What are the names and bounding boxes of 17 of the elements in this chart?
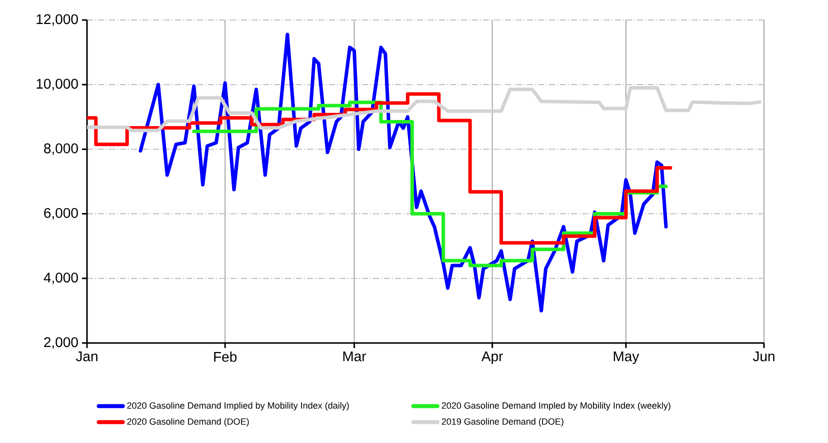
y-tick-label: 12,000 xyxy=(36,14,78,26)
y-tick-label: 4,000 xyxy=(44,272,78,284)
y-tick-label: 8,000 xyxy=(44,143,78,155)
y-tick-label: 2,000 xyxy=(44,337,78,349)
line-series xyxy=(87,86,762,132)
legend-label: 2020 Gasoline Demand Impled by Mobility Index (weekly) xyxy=(442,402,670,410)
legend-label: 2019 Gasoline Demand (DOE) xyxy=(442,418,564,427)
y-tick-label: 10,000 xyxy=(36,78,78,90)
x-tick-label: Feb xyxy=(214,352,237,362)
legend-label: 2020 Gasoline Demand (DOE) xyxy=(127,418,249,427)
x-tick-label: Mar xyxy=(343,352,366,362)
x-tick-label: Jun xyxy=(752,352,774,362)
y-tick-label: 6,000 xyxy=(44,208,78,220)
x-tick-label: May xyxy=(614,352,640,364)
legend-label: 2020 Gasoline Demand Implied by Mobility Index (daily) xyxy=(127,402,349,410)
x-tick-label: Jan xyxy=(76,352,98,362)
x-tick-label: Apr xyxy=(481,352,503,364)
